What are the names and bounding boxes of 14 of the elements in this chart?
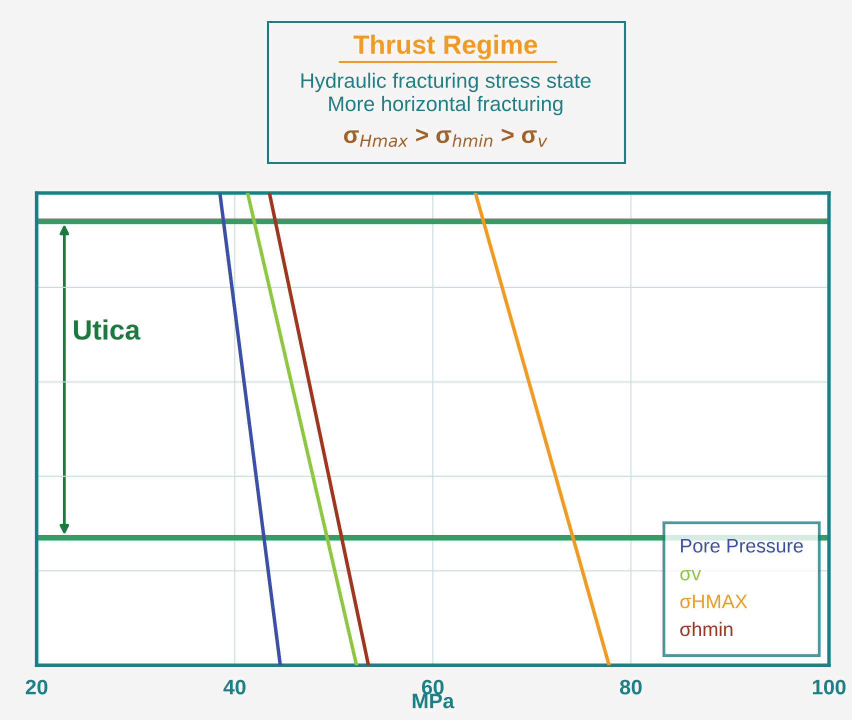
x-tick-label: 40 xyxy=(223,680,246,694)
text: Pore Pressure xyxy=(681,539,803,553)
text: σv xyxy=(680,570,702,580)
text: σHMAX xyxy=(680,594,748,608)
x-tick-label: 20 xyxy=(26,680,48,694)
chart-title: Thrust Regime xyxy=(354,34,538,60)
text: σ$_{Hmax}$ > σ$_{hmin}$ > σ$_{v}$ xyxy=(344,128,548,147)
chart-subtitle: Hydraulic fracturing stress state More horizontal fracturing xyxy=(301,72,591,116)
annotation: Utica xyxy=(74,319,140,340)
x-tick-label: 80 xyxy=(620,680,642,694)
x-axis-title: MPa xyxy=(412,694,454,708)
text: σhmin xyxy=(680,622,732,636)
x-tick-label: 100 xyxy=(812,680,846,694)
x-tick-label: 60 xyxy=(422,680,444,694)
